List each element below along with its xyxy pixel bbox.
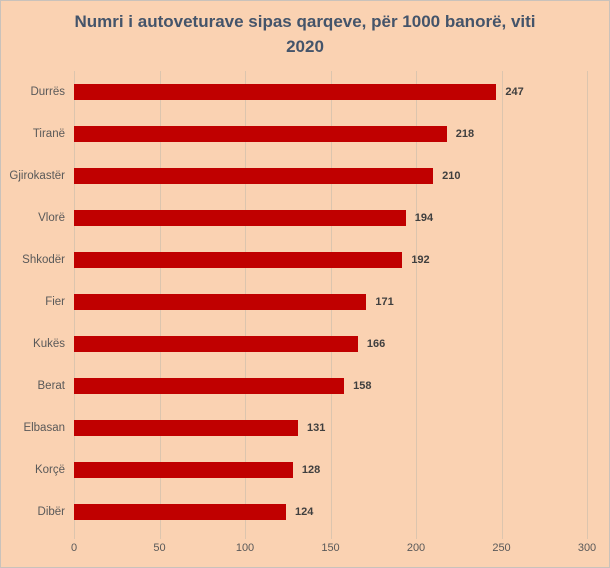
tick-mark [330, 533, 332, 539]
bar-row: Kukës 166 [33, 323, 587, 365]
value-label: 218 [455, 128, 475, 140]
value-label: 194 [414, 212, 434, 224]
category-label: Tiranë [32, 128, 65, 140]
bar [74, 378, 345, 394]
x-axis: 0 50 100 150 200 250 300 [70, 542, 596, 558]
category-label: Gjirokastër [9, 170, 65, 182]
x-axis-tick-label: 200 [406, 542, 426, 554]
x-axis-tick-label: 100 [235, 542, 255, 554]
bar [74, 420, 298, 436]
x-axis-tick-label: 250 [492, 542, 511, 554]
x-axis-tick-label: 0 [70, 542, 78, 554]
bar [74, 294, 367, 310]
bar [74, 462, 293, 478]
tick-mark [245, 533, 246, 539]
bar [74, 126, 447, 142]
tick-mark [587, 533, 588, 539]
gridline [587, 71, 588, 533]
value-label: 158 [353, 380, 372, 392]
bar [74, 84, 497, 100]
bar-row: Tiranë 218 [33, 113, 587, 155]
category-label: Fier [45, 296, 65, 308]
bar-row: Gjirokastër 210 [9, 155, 587, 197]
tick-mark [159, 533, 161, 539]
category-label: Vlorë [38, 212, 65, 224]
category-label: Korçë [34, 464, 65, 476]
x-axis-tick-label: 50 [153, 542, 166, 554]
chart-title: Numri i autoveturave sipas qarqeve, për … [74, 12, 536, 56]
category-label: Elbasan [23, 422, 65, 434]
bar-rows: Durrës 247 Tiranë 218 Gjirokastër 210 Vlorë 194… [9, 71, 587, 533]
category-label: Shkodër [22, 254, 65, 266]
x-axis-tick-label: 150 [321, 542, 340, 554]
bar-row: Fier 171 [45, 281, 587, 323]
value-label: 192 [411, 254, 430, 266]
bar-row: Vlorë 194 [38, 197, 587, 239]
bar-row: Berat 158 [38, 365, 587, 407]
value-label: 124 [295, 506, 314, 518]
bar-row: Korçë 128 [35, 449, 587, 491]
category-label: Durrës [30, 86, 65, 98]
value-label: 128 [301, 464, 321, 476]
plot-area: Durrës 247 Tiranë 218 Gjirokastër 210 Vlorë 194… [9, 71, 588, 533]
value-label: 171 [375, 296, 394, 308]
tick-mark [416, 533, 417, 539]
bar [74, 252, 403, 268]
category-label: Dibër [37, 506, 65, 518]
tick-mark [74, 533, 75, 539]
bar [74, 504, 287, 520]
bar [74, 168, 434, 184]
bar-row: Shkodër 192 [22, 239, 587, 281]
value-label: 247 [505, 86, 524, 98]
value-label: 166 [366, 338, 386, 350]
bar-row: Durrës 247 [30, 71, 587, 113]
gridline [501, 71, 503, 533]
value-label: 210 [442, 170, 461, 182]
bar-row: Dibër 124 [38, 491, 587, 533]
category-label: Kukës [33, 338, 65, 350]
bar-row: Elbasan 131 [23, 407, 587, 449]
value-label: 131 [307, 422, 326, 434]
x-axis-tick-label: 300 [577, 542, 597, 554]
category-label: Berat [37, 380, 66, 392]
gridline [416, 71, 417, 533]
bar [74, 210, 406, 226]
tick-mark [501, 533, 503, 539]
x-axis-ticks [74, 533, 588, 539]
bar [74, 336, 358, 352]
